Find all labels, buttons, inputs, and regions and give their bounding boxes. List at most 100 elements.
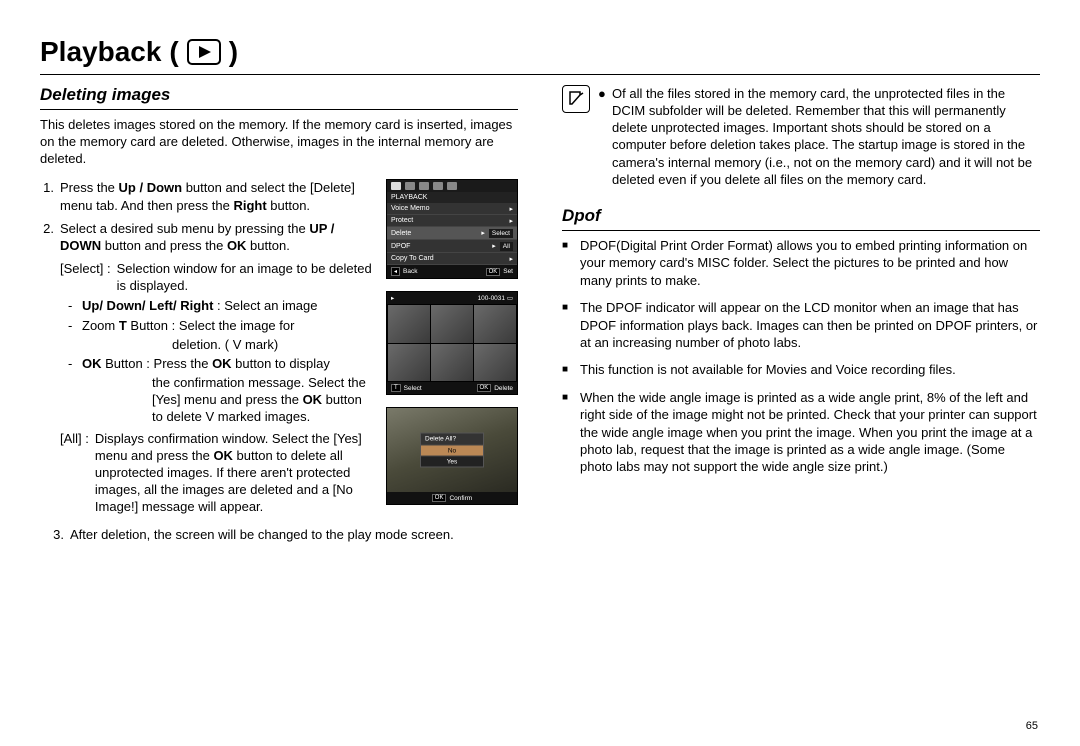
all-label: [All] : [60, 430, 89, 516]
dash-item: - Zoom T Button : Select the image for [68, 317, 376, 334]
intro-text: This deletes images stored on the memory… [40, 116, 518, 167]
screenshots-column: PLAYBACK Voice Memo▸ Protect▸ Delete ▸ S… [386, 179, 518, 518]
tab-icon [419, 182, 429, 190]
left-column: Deleting images This deletes images stor… [40, 85, 518, 543]
chevron-right-icon: ▸ [509, 217, 513, 225]
chevron-right-icon: ▸ [509, 205, 513, 213]
square-bullet-icon: ■ [562, 389, 572, 476]
square-bullet-icon: ■ [562, 299, 572, 351]
counter-text: 100-0031 [478, 295, 505, 302]
dash-body: OK Button : Press the OK button to displ… [82, 355, 376, 372]
dialog-option-no: No [421, 445, 483, 456]
tab-icon [405, 182, 415, 190]
footer-delete: OKDelete [477, 384, 513, 392]
square-bullet-icon: ■ [562, 361, 572, 378]
dialog-option-yes: Yes [421, 456, 483, 467]
section-divider [40, 109, 518, 110]
tab-icon [391, 182, 401, 190]
bullet: ● [598, 85, 606, 188]
note-box: ● Of all the files stored in the memory … [562, 85, 1040, 188]
step-1: 1. Press the Up / Down button and select… [40, 179, 376, 213]
all-sub: [All] : Displays confirmation window. Se… [60, 430, 376, 516]
screen-thumbnails: ▸ 100-0031 ▭ TSelect OKDelete [386, 291, 518, 395]
list-item: ■ When the wide angle image is printed a… [562, 389, 1040, 476]
list-item: ■ DPOF(Digital Print Order Format) allow… [562, 237, 1040, 289]
image-counter: 100-0031 ▭ [478, 294, 513, 302]
menu-item: Copy To Card ▸ [387, 253, 517, 265]
list-item: ■ This function is not available for Mov… [562, 361, 1040, 378]
menu-list: Voice Memo▸ Protect▸ Delete ▸ Select DPO… [387, 203, 517, 265]
page-title: Playback ( ) [40, 36, 1040, 68]
step-body: Select a desired sub menu by pressing th… [60, 220, 376, 254]
select-body: Selection window for an image to be dele… [117, 260, 376, 294]
dialog-title: Delete All? [421, 434, 483, 445]
select-sub: [Select] : Selection window for an image… [60, 260, 376, 294]
playback-mode-icon: ▸ [391, 294, 394, 302]
section-heading-deleting: Deleting images [40, 85, 518, 105]
ok-key-icon: OK [432, 494, 447, 502]
footer-label: Back [403, 268, 417, 275]
step-body: After deletion, the screen will be chang… [70, 526, 454, 543]
screen-footer: ◂Back OKSet [387, 265, 517, 278]
photo-preview: Delete All? No Yes [387, 408, 517, 492]
menu-item-label: DPOF [391, 243, 410, 250]
title-divider [40, 74, 1040, 75]
playback-icon [187, 39, 221, 65]
footer-label: Confirm [449, 495, 472, 502]
dash: - [68, 355, 76, 372]
menu-item: Protect▸ [387, 215, 517, 227]
thumbnail-grid [387, 304, 517, 382]
content-columns: Deleting images This deletes images stor… [40, 85, 1040, 543]
ok-key-icon: OK [486, 268, 501, 276]
section-heading-dpof: Dpof [562, 206, 1040, 226]
menu-item-label: Copy To Card [391, 255, 434, 262]
footer-select: TSelect [391, 384, 422, 392]
submenu-option: All [500, 242, 513, 251]
dash-body: Up/ Down/ Left/ Right : Select an image [82, 297, 376, 314]
dash: - [68, 297, 76, 314]
dash-body: Zoom T Button : Select the image for [82, 317, 376, 334]
thumbnail [474, 344, 516, 382]
title-text: Playback [40, 36, 161, 68]
step-body: Press the Up / Down button and select th… [60, 179, 376, 213]
footer-set: OKSet [486, 267, 513, 276]
submenu: ▸ All [492, 242, 513, 251]
dash-continuation: the confirmation message. Select the [Ye… [152, 374, 376, 425]
ok-key-icon: OK [477, 384, 492, 392]
screen-topbar: ▸ 100-0031 ▭ [387, 292, 517, 304]
select-label: [Select] : [60, 260, 111, 294]
title-paren-open: ( [169, 36, 178, 68]
chevron-right-icon: ▸ [481, 229, 485, 237]
list-text: The DPOF indicator will appear on the LC… [580, 299, 1040, 351]
screen-footer: TSelect OKDelete [387, 382, 517, 394]
steps-area: 1. Press the Up / Down button and select… [40, 179, 518, 518]
t-key-icon: T [391, 384, 401, 392]
tab-icon [447, 182, 457, 190]
step-3: 3. After deletion, the screen will be ch… [40, 526, 518, 543]
step-number: 1. [40, 179, 54, 213]
tab-icon [433, 182, 443, 190]
back-key-icon: ◂ [391, 267, 400, 276]
menu-item: Voice Memo▸ [387, 203, 517, 215]
chevron-right-icon: ▸ [509, 255, 513, 263]
all-body: Displays confirmation window. Select the… [95, 430, 376, 516]
dpof-list: ■ DPOF(Digital Print Order Format) allow… [562, 237, 1040, 476]
thumbnail [388, 305, 430, 343]
list-text: DPOF(Digital Print Order Format) allows … [580, 237, 1040, 289]
note-body: ● Of all the files stored in the memory … [598, 85, 1040, 188]
dash-item: - Up/ Down/ Left/ Right : Select an imag… [68, 297, 376, 314]
list-text: When the wide angle image is printed as … [580, 389, 1040, 476]
right-column: ● Of all the files stored in the memory … [562, 85, 1040, 543]
thumbnail [474, 305, 516, 343]
dash-item: - OK Button : Press the OK button to dis… [68, 355, 376, 372]
page-number: 65 [1026, 720, 1038, 732]
list-text: This function is not available for Movie… [580, 361, 956, 378]
footer-back: ◂Back [391, 267, 417, 276]
submenu: ▸ Select [481, 229, 513, 238]
footer-label: Set [503, 268, 513, 275]
thumbnail [431, 344, 473, 382]
section-divider [562, 230, 1040, 231]
screen-menu: PLAYBACK Voice Memo▸ Protect▸ Delete ▸ S… [386, 179, 518, 279]
menu-item: DPOF ▸ All [387, 240, 517, 253]
square-bullet-icon: ■ [562, 237, 572, 289]
